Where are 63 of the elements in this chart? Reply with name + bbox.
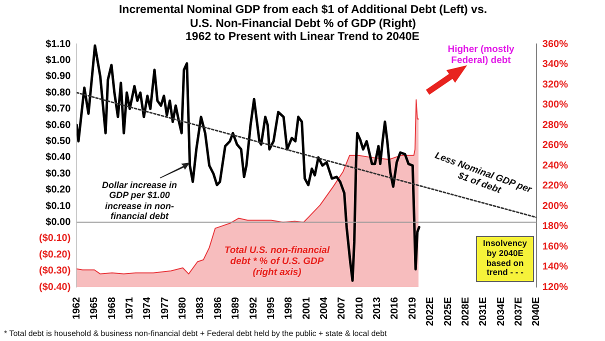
y-tick-label: ($0.20) <box>38 249 71 260</box>
x-tick-label: 2040E <box>531 296 542 326</box>
y-tick-label: $0.00 <box>46 217 72 228</box>
y-tick-label: $0.90 <box>46 71 72 82</box>
y-tick-label: $1.10 <box>46 38 72 50</box>
x-tick-label: 2013 <box>372 296 384 320</box>
y2-tick-label: 320% <box>542 79 568 90</box>
x-tick-label: 1986 <box>212 296 224 320</box>
y-tick-label: ($0.10) <box>38 233 71 244</box>
x-tick-label: 1977 <box>160 296 171 320</box>
x-tick-label: 1983 <box>195 296 206 320</box>
x-tick-label: 2019 <box>407 296 418 320</box>
x-tick-label: 2016 <box>390 296 401 320</box>
y2-tick-label: 300% <box>542 100 568 111</box>
y-tick-label: $0.40 <box>46 152 72 164</box>
x-tick-label: 1962 <box>71 296 82 320</box>
x-tick-label: 2007 <box>336 296 348 320</box>
annotation: Dollar increase in GDP per $1.00 increase in non-financial debt <box>100 180 178 222</box>
y-tick-label: ($0.40) <box>38 282 71 293</box>
x-tick-label: 1995 <box>266 296 277 320</box>
y2-tick-label: 240% <box>542 160 568 172</box>
x-tick-label: 2022E <box>425 296 436 326</box>
x-tick-label: 2034E <box>496 296 507 326</box>
y2-tick-label: 360% <box>542 38 568 50</box>
x-tick-label: 2037E <box>513 296 524 326</box>
x-tick-label: 2031E <box>478 296 490 326</box>
x-tick-label: 1965 <box>89 296 100 320</box>
y-tick-label: $1.00 <box>46 54 72 66</box>
y-tick-label: ($0.30) <box>38 266 71 277</box>
y-tick-label: $0.70 <box>46 104 72 115</box>
x-tick-label: 1989 <box>230 296 242 320</box>
y-tick-label: $0.10 <box>46 200 72 212</box>
x-tick-label: 1992 <box>248 296 260 320</box>
x-tick-label: 1968 <box>106 296 118 320</box>
x-tick-label: 2001 <box>301 296 312 320</box>
y-tick-label: $0.60 <box>46 120 72 131</box>
y2-tick-label: 160% <box>542 241 568 252</box>
y2-tick-label: 180% <box>542 221 568 232</box>
y-tick-label: $0.80 <box>46 87 72 98</box>
x-tick-label: 1998 <box>284 296 295 320</box>
y2-tick-label: 260% <box>542 140 568 152</box>
y-tick-label: $0.50 <box>46 136 72 147</box>
annotation: Higher (mostly Federal) debt <box>446 44 516 67</box>
y-tick-label: $0.30 <box>46 168 72 180</box>
x-tick-label: 2025E <box>442 296 454 326</box>
y2-tick-label: 220% <box>542 180 568 192</box>
text: * Total debt is household & business non-financial debt + Federal debt held by the public + state & local debt <box>4 329 388 338</box>
y2-tick-label: 120% <box>542 282 568 293</box>
x-tick-label: 1980 <box>178 296 189 320</box>
annotation: Insolvency by 2040E based on trend - - - <box>476 236 534 282</box>
x-tick-label: 2004 <box>318 296 330 320</box>
y2-tick-label: 140% <box>542 262 568 273</box>
chart-subtitle: 1962 to Present with Linear Trend to 2040E <box>184 31 420 43</box>
annotation: Total U.S. non-financial debt * % of U.S. GDP (right axis) <box>223 245 331 279</box>
x-tick-label: 1971 <box>124 296 136 320</box>
x-tick-label: 2010 <box>354 296 366 320</box>
y-tick-label: $0.20 <box>46 184 72 196</box>
y2-tick-label: 280% <box>542 120 568 131</box>
x-tick-label: 1974 <box>142 296 154 320</box>
y2-tick-label: 340% <box>542 59 568 70</box>
x-tick-label: 2028E <box>460 296 472 326</box>
chart-title: Incremental Nominal GDP from each $1 of Additional Debt (Left) vs. U.S. Non-Financial Debt % of GDP (Right) <box>118 3 488 31</box>
y2-tick-label: 200% <box>542 200 568 212</box>
